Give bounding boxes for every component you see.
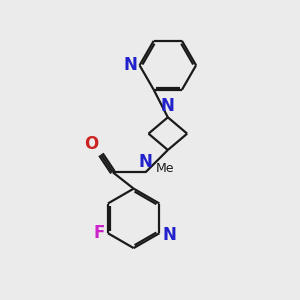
Text: N: N: [123, 56, 137, 74]
Text: O: O: [84, 135, 98, 153]
Text: N: N: [161, 97, 175, 115]
Text: Me: Me: [156, 162, 174, 175]
Text: N: N: [162, 226, 176, 244]
Text: F: F: [94, 224, 105, 242]
Text: N: N: [139, 153, 152, 171]
